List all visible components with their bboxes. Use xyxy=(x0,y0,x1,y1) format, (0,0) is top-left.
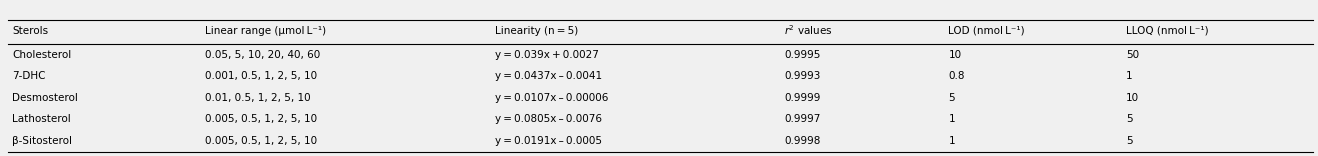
Text: 0.005, 0.5, 1, 2, 5, 10: 0.005, 0.5, 1, 2, 5, 10 xyxy=(206,114,318,124)
Text: 1: 1 xyxy=(949,136,956,146)
Text: 0.9993: 0.9993 xyxy=(784,71,820,81)
Text: y = 0.0107x – 0.00006: y = 0.0107x – 0.00006 xyxy=(494,93,608,103)
Text: 0.01, 0.5, 1, 2, 5, 10: 0.01, 0.5, 1, 2, 5, 10 xyxy=(206,93,311,103)
Text: 0.9995: 0.9995 xyxy=(784,50,820,60)
Text: LLOQ (nmol L⁻¹): LLOQ (nmol L⁻¹) xyxy=(1126,25,1209,36)
Text: 10: 10 xyxy=(949,50,961,60)
Text: 5: 5 xyxy=(949,93,956,103)
Text: 7-DHC: 7-DHC xyxy=(12,71,45,81)
Text: LOD (nmol L⁻¹): LOD (nmol L⁻¹) xyxy=(949,25,1025,36)
Text: Sterols: Sterols xyxy=(12,25,47,36)
Text: y = 0.039x + 0.0027: y = 0.039x + 0.0027 xyxy=(494,50,598,60)
Text: y = 0.0805x – 0.0076: y = 0.0805x – 0.0076 xyxy=(494,114,601,124)
Text: 1: 1 xyxy=(949,114,956,124)
Text: 0.05, 5, 10, 20, 40, 60: 0.05, 5, 10, 20, 40, 60 xyxy=(206,50,320,60)
Text: Linear range (μmol L⁻¹): Linear range (μmol L⁻¹) xyxy=(206,25,327,36)
Text: 0.9997: 0.9997 xyxy=(784,114,820,124)
Text: 1: 1 xyxy=(1126,71,1132,81)
Text: Desmosterol: Desmosterol xyxy=(12,93,78,103)
Text: Linearity (n = 5): Linearity (n = 5) xyxy=(494,25,577,36)
Text: y = 0.0191x – 0.0005: y = 0.0191x – 0.0005 xyxy=(494,136,601,146)
Text: 0.005, 0.5, 1, 2, 5, 10: 0.005, 0.5, 1, 2, 5, 10 xyxy=(206,136,318,146)
Text: 5: 5 xyxy=(1126,136,1132,146)
Text: β-Sitosterol: β-Sitosterol xyxy=(12,136,72,146)
Text: 50: 50 xyxy=(1126,50,1139,60)
Text: $r^{2}$ values: $r^{2}$ values xyxy=(784,24,833,37)
Text: 0.9999: 0.9999 xyxy=(784,93,820,103)
Text: 0.001, 0.5, 1, 2, 5, 10: 0.001, 0.5, 1, 2, 5, 10 xyxy=(206,71,318,81)
Text: 0.8: 0.8 xyxy=(949,71,965,81)
Text: 0.9998: 0.9998 xyxy=(784,136,820,146)
Text: 5: 5 xyxy=(1126,114,1132,124)
Text: Cholesterol: Cholesterol xyxy=(12,50,71,60)
Text: y = 0.0437x – 0.0041: y = 0.0437x – 0.0041 xyxy=(494,71,602,81)
Text: Lathosterol: Lathosterol xyxy=(12,114,71,124)
Text: 10: 10 xyxy=(1126,93,1139,103)
